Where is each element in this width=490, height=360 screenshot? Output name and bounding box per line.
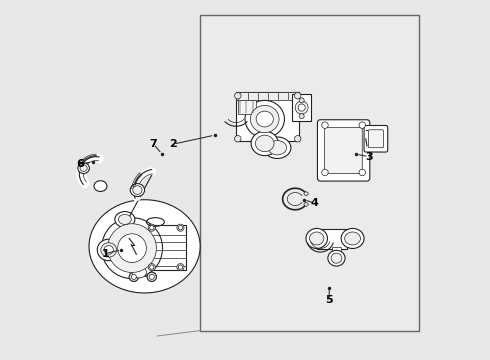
Ellipse shape bbox=[235, 93, 241, 99]
Ellipse shape bbox=[310, 232, 324, 245]
FancyBboxPatch shape bbox=[324, 128, 362, 174]
Ellipse shape bbox=[344, 232, 361, 245]
Text: 4: 4 bbox=[311, 198, 319, 208]
Ellipse shape bbox=[328, 250, 345, 266]
Bar bbox=[119, 218, 131, 226]
Ellipse shape bbox=[129, 272, 139, 282]
Ellipse shape bbox=[101, 243, 117, 257]
Ellipse shape bbox=[294, 135, 301, 142]
Ellipse shape bbox=[299, 114, 304, 119]
Ellipse shape bbox=[322, 122, 328, 129]
Ellipse shape bbox=[78, 163, 89, 174]
FancyBboxPatch shape bbox=[364, 126, 388, 152]
Ellipse shape bbox=[131, 274, 136, 279]
Ellipse shape bbox=[295, 101, 308, 114]
Ellipse shape bbox=[299, 98, 304, 103]
Ellipse shape bbox=[148, 264, 155, 271]
Ellipse shape bbox=[304, 203, 308, 206]
Ellipse shape bbox=[89, 200, 200, 293]
Text: 2: 2 bbox=[170, 139, 177, 149]
Ellipse shape bbox=[359, 169, 366, 176]
Ellipse shape bbox=[132, 266, 147, 278]
Ellipse shape bbox=[306, 228, 327, 248]
Ellipse shape bbox=[104, 246, 113, 254]
Ellipse shape bbox=[251, 131, 278, 156]
Ellipse shape bbox=[80, 165, 87, 171]
Bar bbox=[317, 229, 347, 249]
Ellipse shape bbox=[341, 228, 364, 248]
Ellipse shape bbox=[115, 212, 135, 227]
Bar bbox=[128, 273, 155, 276]
Ellipse shape bbox=[149, 274, 154, 279]
Ellipse shape bbox=[97, 239, 120, 261]
Ellipse shape bbox=[130, 184, 145, 197]
Ellipse shape bbox=[177, 224, 184, 231]
Bar bbox=[200, 15, 419, 330]
Ellipse shape bbox=[119, 215, 131, 225]
FancyBboxPatch shape bbox=[318, 120, 370, 181]
Bar bbox=[112, 247, 120, 253]
Bar bbox=[236, 92, 299, 140]
Bar bbox=[292, 94, 311, 121]
Ellipse shape bbox=[304, 192, 308, 195]
Ellipse shape bbox=[178, 265, 183, 269]
Text: 7: 7 bbox=[149, 139, 157, 149]
Ellipse shape bbox=[359, 122, 366, 129]
Ellipse shape bbox=[147, 272, 156, 282]
Ellipse shape bbox=[118, 234, 147, 262]
Text: 1: 1 bbox=[101, 248, 109, 258]
Bar bbox=[238, 100, 256, 114]
Ellipse shape bbox=[294, 93, 301, 99]
Ellipse shape bbox=[255, 135, 274, 152]
Bar bbox=[150, 225, 186, 270]
Ellipse shape bbox=[264, 137, 291, 158]
Ellipse shape bbox=[177, 264, 184, 271]
Ellipse shape bbox=[256, 111, 273, 127]
Ellipse shape bbox=[148, 224, 155, 231]
Ellipse shape bbox=[235, 135, 241, 142]
Ellipse shape bbox=[108, 224, 156, 273]
Ellipse shape bbox=[178, 226, 183, 230]
Ellipse shape bbox=[298, 104, 305, 111]
Text: 3: 3 bbox=[365, 152, 372, 162]
Ellipse shape bbox=[94, 181, 107, 192]
Ellipse shape bbox=[268, 140, 287, 155]
Bar bbox=[332, 247, 341, 262]
Ellipse shape bbox=[245, 100, 285, 138]
Ellipse shape bbox=[149, 226, 154, 230]
Text: 5: 5 bbox=[325, 295, 333, 305]
FancyBboxPatch shape bbox=[368, 130, 383, 148]
Ellipse shape bbox=[133, 186, 142, 194]
Ellipse shape bbox=[250, 105, 279, 133]
Ellipse shape bbox=[331, 253, 342, 263]
Bar bbox=[236, 93, 299, 100]
Ellipse shape bbox=[149, 265, 154, 269]
Text: 6: 6 bbox=[76, 159, 84, 169]
Ellipse shape bbox=[322, 169, 328, 176]
Ellipse shape bbox=[101, 218, 163, 279]
